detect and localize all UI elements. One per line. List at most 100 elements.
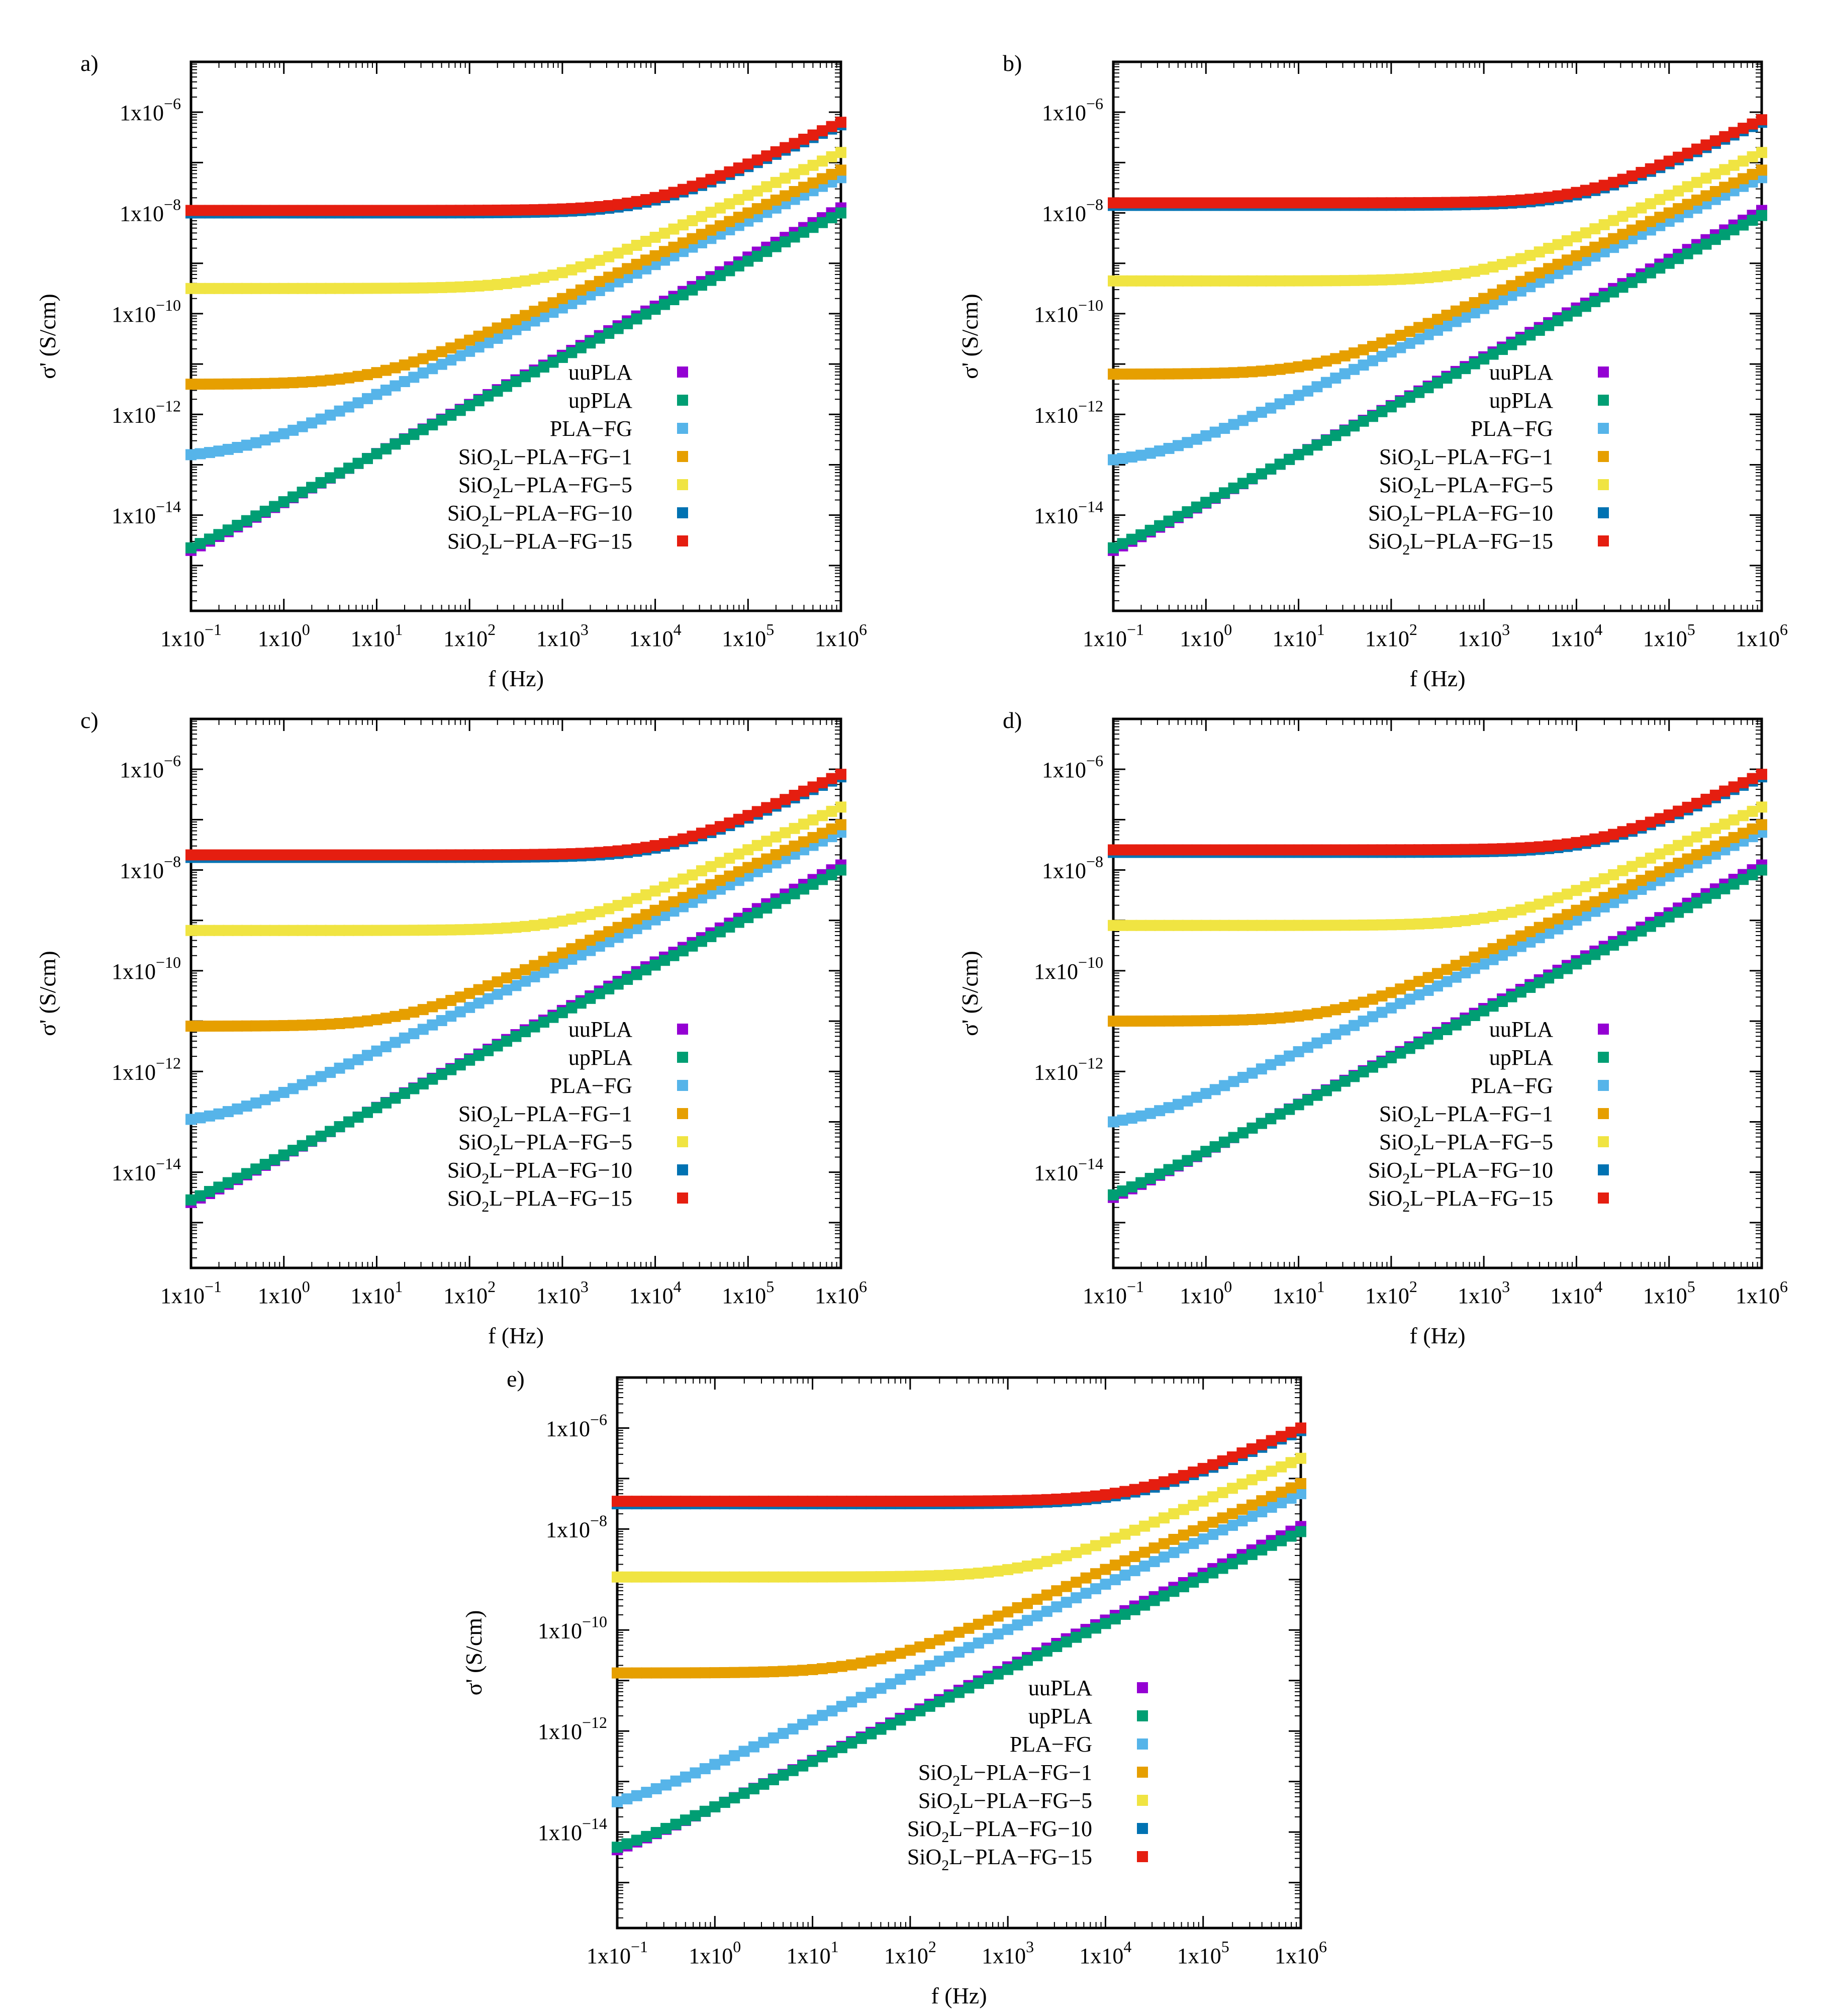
data-point bbox=[677, 246, 689, 257]
data-point bbox=[1117, 1185, 1128, 1197]
data-point bbox=[1168, 1586, 1180, 1597]
data-point bbox=[1219, 423, 1230, 434]
data-point bbox=[1413, 989, 1425, 1000]
data-point bbox=[719, 1754, 730, 1766]
data-point bbox=[612, 267, 624, 279]
x-tick-label-base: 1x10 bbox=[1550, 626, 1594, 651]
data-point bbox=[1645, 816, 1656, 828]
data-point bbox=[1256, 1506, 1268, 1518]
data-point bbox=[1497, 294, 1508, 306]
data-point bbox=[953, 1626, 965, 1638]
data-point bbox=[1700, 172, 1712, 184]
x-tick-label-exp: 0 bbox=[302, 620, 310, 638]
data-point bbox=[1552, 923, 1564, 935]
data-point bbox=[738, 1788, 750, 1799]
data-point bbox=[399, 925, 410, 936]
data-point bbox=[1330, 1029, 1341, 1040]
data-point bbox=[408, 1028, 420, 1040]
data-point bbox=[1738, 123, 1749, 134]
data-point bbox=[473, 330, 485, 342]
data-point bbox=[1404, 979, 1415, 991]
data-point bbox=[807, 159, 819, 171]
legend-label-suffix: L−PLA−FG−1 bbox=[500, 1102, 632, 1126]
data-point bbox=[1117, 844, 1128, 856]
data-point bbox=[585, 847, 596, 859]
data-point bbox=[1285, 1426, 1297, 1438]
legend-swatch bbox=[1598, 423, 1609, 434]
data-point bbox=[492, 923, 503, 934]
data-point bbox=[1738, 777, 1749, 788]
data-point bbox=[250, 437, 262, 448]
legend-label-suffix: L−PLA−FG−10 bbox=[1410, 1158, 1553, 1182]
data-point bbox=[510, 314, 522, 325]
legend-label-prefix: SiO bbox=[447, 529, 482, 554]
data-point bbox=[1217, 1512, 1228, 1524]
data-point bbox=[748, 1667, 759, 1678]
data-point bbox=[758, 1571, 770, 1583]
data-point bbox=[817, 777, 828, 789]
data-point bbox=[529, 273, 540, 285]
data-point bbox=[1663, 216, 1675, 227]
data-point bbox=[1108, 1189, 1119, 1201]
data-point bbox=[408, 925, 420, 936]
data-point bbox=[1738, 828, 1749, 839]
data-point bbox=[585, 945, 596, 956]
y-tick-label-base: 1x10 bbox=[1034, 1161, 1078, 1185]
data-point bbox=[696, 936, 707, 947]
data-point bbox=[529, 306, 540, 317]
data-point bbox=[445, 924, 457, 936]
x-tick-label-exp: 6 bbox=[859, 1277, 867, 1296]
data-point bbox=[1200, 368, 1212, 379]
data-point bbox=[1182, 1155, 1193, 1166]
data-point bbox=[1256, 1470, 1268, 1481]
data-point bbox=[1589, 833, 1601, 845]
data-point bbox=[650, 1783, 662, 1794]
data-point bbox=[556, 958, 568, 969]
data-point bbox=[807, 222, 819, 233]
data-point bbox=[1497, 259, 1508, 270]
data-point bbox=[1478, 303, 1490, 314]
data-point bbox=[1367, 411, 1378, 422]
data-point bbox=[1497, 950, 1508, 961]
data-point bbox=[1293, 920, 1304, 931]
data-point bbox=[1580, 246, 1591, 257]
data-point bbox=[1108, 542, 1119, 554]
data-point bbox=[1617, 826, 1628, 838]
data-point bbox=[1478, 947, 1490, 959]
data-point bbox=[1395, 998, 1406, 1010]
data-point bbox=[1543, 242, 1555, 254]
data-point bbox=[232, 441, 243, 453]
data-point bbox=[1608, 242, 1619, 253]
panel-label: d) bbox=[1003, 707, 1022, 733]
x-tick-label-base: 1x10 bbox=[258, 626, 302, 651]
data-point bbox=[1645, 198, 1656, 210]
data-point bbox=[1117, 538, 1128, 549]
data-point bbox=[1228, 482, 1239, 494]
data-point bbox=[768, 1774, 779, 1785]
data-point bbox=[1598, 892, 1610, 903]
data-point bbox=[1012, 1659, 1023, 1671]
y-tick-label: 1x10−8 bbox=[546, 1511, 607, 1542]
data-point bbox=[213, 529, 225, 540]
data-point bbox=[680, 1496, 691, 1507]
data-point bbox=[798, 818, 810, 830]
x-tick-label: 1x106 bbox=[815, 1277, 867, 1308]
data-point bbox=[1219, 487, 1230, 499]
data-point bbox=[529, 366, 540, 378]
data-point bbox=[1284, 453, 1295, 465]
data-point bbox=[547, 917, 559, 929]
data-point bbox=[547, 1012, 559, 1023]
data-point bbox=[1002, 1564, 1014, 1576]
data-point bbox=[1117, 1016, 1128, 1027]
data-point bbox=[297, 1020, 308, 1031]
data-point bbox=[399, 1032, 410, 1044]
data-point bbox=[817, 874, 828, 885]
data-point bbox=[1339, 425, 1351, 436]
data-point bbox=[1284, 197, 1295, 209]
data-point bbox=[222, 205, 234, 216]
x-tick-label-base: 1x10 bbox=[160, 1284, 205, 1308]
data-point bbox=[687, 896, 698, 908]
data-point bbox=[1274, 398, 1286, 410]
data-point bbox=[719, 1667, 730, 1678]
data-point bbox=[817, 810, 828, 821]
